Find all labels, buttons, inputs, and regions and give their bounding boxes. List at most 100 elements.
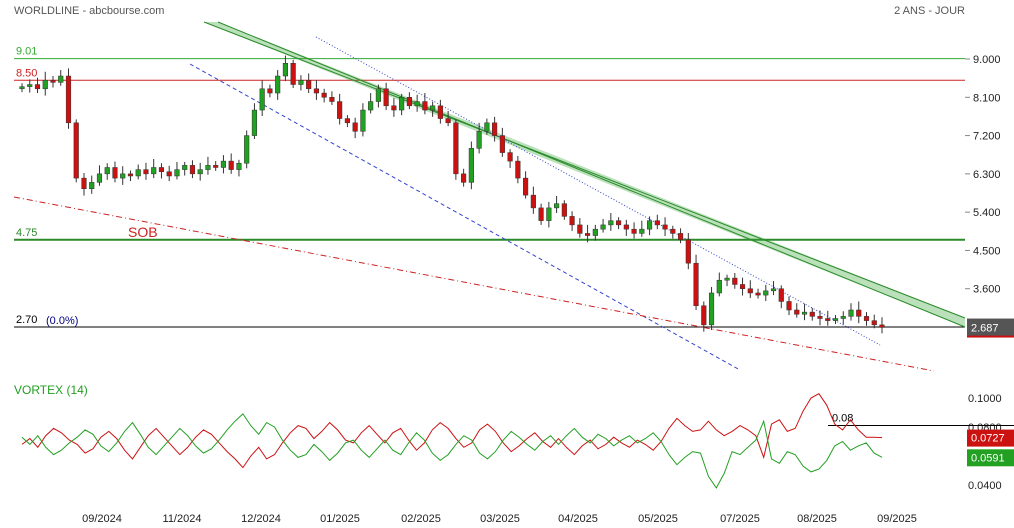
vortex-last-box [967, 429, 1014, 447]
level-label: 9.01 [16, 46, 37, 58]
candle-body [515, 160, 521, 179]
candle-body [329, 97, 335, 102]
last-price-marker: 2.687 [967, 318, 1014, 338]
candle-body [708, 292, 715, 326]
candle-body [73, 122, 79, 179]
candle-body [166, 171, 172, 177]
candle-body [739, 284, 746, 289]
candle-body [863, 316, 870, 321]
vortex-last-box [967, 449, 1014, 467]
candle-body [437, 105, 443, 119]
dotted-trendline [315, 36, 881, 346]
candles [19, 55, 885, 334]
horizontal-levels: 9.01 8.50 4.75 2.70 (0.0%) [14, 46, 965, 328]
price-tick-label: 8.100 [973, 92, 1001, 104]
candle-body [747, 288, 753, 294]
candle-body [786, 301, 792, 311]
candle-body [468, 148, 474, 183]
candle-body [34, 84, 41, 90]
x-tick-label: 02/2025 [401, 513, 441, 525]
candle-body [825, 318, 831, 321]
candle-body [654, 220, 660, 226]
price-tick-label: 6.300 [973, 169, 1001, 181]
x-axis: 09/2024 11/2024 12/2024 01/2025 02/2025 03/20… [82, 513, 917, 525]
price-tick-label: 3.600 [973, 284, 1001, 296]
candle-body [685, 239, 691, 264]
candle-body [755, 292, 761, 296]
candle-body [778, 288, 784, 302]
candle-body [65, 75, 72, 124]
vortex-lines: 0.0727 0.0591 [21, 393, 1014, 489]
candle-body [189, 165, 196, 175]
candle-body [267, 88, 273, 94]
candle-body [127, 173, 134, 177]
candle-body [801, 311, 808, 315]
candle-body [871, 320, 877, 326]
x-tick-label: 09/2025 [877, 513, 917, 525]
candle-body [236, 162, 242, 170]
price-tick-label: 7.200 [973, 131, 1001, 143]
x-tick-label: 01/2025 [320, 513, 360, 525]
candle-body [724, 277, 730, 281]
candle-body [840, 316, 846, 319]
sob-annotation: SOB [128, 224, 158, 240]
candle-body [693, 262, 699, 306]
candle-body [298, 80, 304, 85]
candle-body [809, 311, 815, 317]
candle-body [290, 63, 296, 85]
candle-body [360, 109, 366, 132]
vortex-title: VORTEX (14) [14, 383, 88, 397]
candle-body [259, 88, 265, 111]
candle-body [677, 233, 684, 241]
candle-body [530, 194, 536, 209]
candle-body [701, 305, 707, 326]
candle-body [50, 80, 56, 83]
candle-body [453, 122, 459, 175]
candle-body [716, 279, 722, 294]
candle-body [143, 169, 149, 175]
candle-body [158, 167, 165, 172]
candle-body [205, 165, 211, 170]
candle-body [569, 216, 575, 226]
candle-body [151, 167, 157, 175]
candle-body [523, 177, 529, 196]
candle-body [406, 97, 412, 107]
candle-body [499, 135, 505, 153]
candle-body [228, 160, 234, 170]
candle-body [585, 233, 591, 236]
candle-body [445, 118, 451, 124]
candle-body [306, 80, 312, 90]
last-price-label: 2.687 [971, 323, 999, 335]
candle-body [213, 165, 219, 168]
candle-body [19, 86, 25, 90]
candle-body [58, 75, 64, 83]
resistance-line-lower [217, 21, 966, 328]
candle-body [608, 220, 614, 226]
candle-body [616, 220, 622, 226]
candle-body [492, 122, 498, 136]
candle-body [670, 228, 676, 234]
last-price-underline [967, 335, 1014, 338]
x-tick-label: 12/2024 [241, 513, 281, 525]
candle-body [321, 92, 327, 98]
price-tick-label: 5.400 [973, 207, 1001, 219]
candle-body [368, 101, 374, 111]
candle-body [383, 88, 389, 107]
candle-body [414, 101, 420, 107]
candle-body [794, 309, 800, 315]
candle-body [220, 160, 227, 168]
candle-body [89, 182, 95, 189]
candle-body [577, 224, 583, 234]
candle-body [399, 97, 405, 111]
resistance-line-upper [203, 21, 966, 319]
candle-body [391, 105, 397, 111]
price-tick-label: 4.500 [973, 245, 1001, 257]
candle-body [662, 224, 668, 230]
x-tick-label: 09/2024 [82, 513, 122, 525]
price-y-axis: 9.000 8.100 7.200 6.300 5.400 4.500 3.600 [965, 54, 1001, 296]
resistance-band [204, 22, 965, 327]
candle-body [430, 105, 436, 111]
candle-body [337, 101, 343, 119]
level-label: 4.75 [16, 227, 37, 239]
